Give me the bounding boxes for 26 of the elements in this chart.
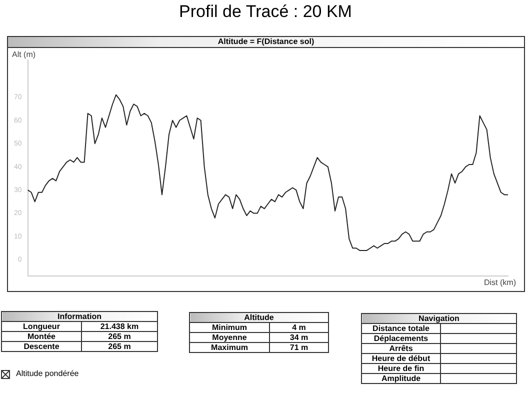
text: Montée bbox=[2, 332, 82, 342]
text: 71 m bbox=[270, 342, 328, 352]
text: Moyenne bbox=[190, 332, 270, 342]
text: 265 m bbox=[82, 332, 158, 342]
text: Déplacements bbox=[362, 334, 440, 344]
text: Heure de fin bbox=[362, 364, 440, 374]
text: Amplitude bbox=[362, 374, 440, 384]
text: Navigation bbox=[362, 314, 516, 324]
chart-subtitle: Altitude = F(Distance sol) bbox=[8, 37, 524, 48]
text: Maximum bbox=[190, 342, 270, 352]
text: Altitude pondérée bbox=[16, 369, 79, 378]
text: 265 m bbox=[82, 342, 158, 352]
text: 21.438 km bbox=[82, 322, 158, 332]
y-axis-title: Alt (m) bbox=[12, 50, 36, 60]
text: Longueur bbox=[2, 322, 82, 332]
chart-title: Profil de Tracé : 20 KM bbox=[178, 2, 353, 22]
text: Descente bbox=[2, 342, 82, 352]
text: Arrêts bbox=[362, 344, 440, 354]
text: Information bbox=[2, 312, 158, 322]
text: 4 m bbox=[270, 322, 328, 332]
x-axis-title: Dist (km) bbox=[484, 278, 516, 288]
text: 34 m bbox=[270, 332, 328, 342]
text: Minimum bbox=[190, 322, 270, 332]
text: Altitude bbox=[190, 312, 328, 322]
text: Distance totale bbox=[362, 324, 440, 334]
text: Heure de début bbox=[362, 354, 440, 364]
